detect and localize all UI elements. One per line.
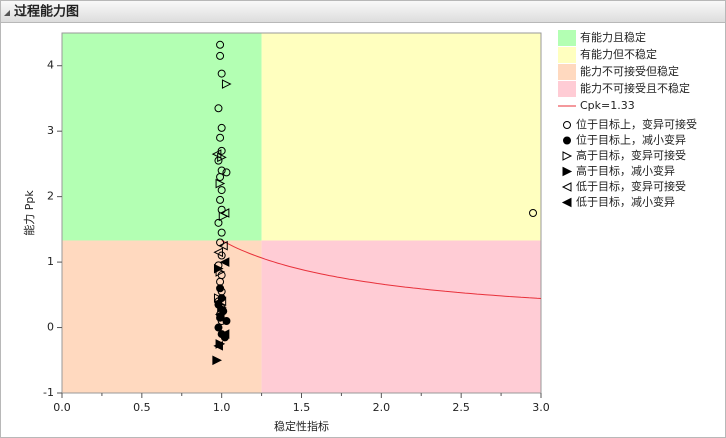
marker	[216, 133, 225, 142]
region	[261, 240, 541, 393]
legend-label: 有能力但不稳定	[580, 47, 657, 61]
x-tick-label: 0.0	[53, 401, 71, 414]
legend-label: 位于目标上，减小变异	[576, 133, 686, 147]
marker	[219, 208, 230, 218]
y-tick-label: 1	[47, 255, 54, 268]
legend-marker	[562, 151, 573, 161]
y-axis-label: 能力 Ppk	[22, 190, 36, 236]
region	[62, 33, 262, 241]
region	[261, 33, 541, 241]
marker	[213, 263, 224, 274]
x-tick-label: 3.0	[532, 401, 550, 414]
marker	[212, 355, 222, 366]
marker	[217, 146, 226, 155]
legend-label: 高于目标，变异可接受	[576, 148, 686, 162]
x-axis-label: 稳定性指标	[274, 419, 329, 433]
marker	[213, 341, 223, 351]
marker	[222, 168, 231, 177]
legend-marker	[562, 166, 573, 177]
marker	[216, 40, 225, 49]
marker	[217, 152, 227, 163]
legend-label: 高于目标，减小变异	[576, 164, 675, 178]
marker	[215, 178, 226, 189]
marker	[213, 247, 223, 258]
marker	[211, 149, 222, 159]
legend-label: Cpk=1.33	[580, 99, 635, 112]
reference-curve	[221, 240, 542, 299]
marker	[214, 309, 225, 320]
legend-label: 能力不可接受但稳定	[580, 64, 679, 78]
x-tick-label: 1.5	[293, 401, 311, 414]
marker	[217, 228, 226, 237]
legend-swatch	[558, 64, 576, 80]
marker	[214, 323, 223, 332]
y-tick-label: 0	[47, 321, 54, 334]
marker	[217, 69, 226, 78]
y-tick-label: -1	[43, 386, 54, 399]
header-title: 过程能力图	[14, 4, 79, 20]
legend-label: 有能力且稳定	[580, 30, 646, 44]
legend-marker	[561, 182, 572, 192]
marker	[216, 195, 225, 204]
marker	[216, 173, 225, 181]
collapse-icon[interactable]	[4, 10, 10, 16]
header-bar	[0, 0, 726, 23]
marker	[217, 186, 226, 195]
legend-marker	[563, 121, 571, 129]
marker	[214, 218, 223, 227]
region	[62, 240, 262, 393]
legend-label: 低于目标，减小变异	[576, 195, 675, 209]
marker	[222, 317, 231, 325]
marker	[221, 79, 232, 89]
x-tick-label: 0.5	[133, 401, 151, 414]
marker	[216, 51, 225, 60]
y-tick-label: 3	[47, 124, 54, 137]
legend-marker	[563, 136, 571, 145]
marker	[213, 293, 224, 303]
marker	[216, 284, 225, 293]
marker	[217, 251, 226, 260]
marker	[214, 104, 223, 113]
x-tick-label: 2.5	[452, 401, 470, 414]
marker	[217, 303, 227, 313]
y-tick-label: 4	[47, 59, 54, 72]
y-tick-label: 2	[47, 190, 54, 203]
legend-label: 位于目标上，变异可接受	[576, 117, 697, 131]
marker	[529, 209, 538, 217]
marker	[219, 329, 230, 339]
legend-swatch	[558, 47, 576, 63]
marker	[216, 296, 227, 307]
legend-swatch	[558, 30, 576, 46]
legend-swatch	[558, 81, 576, 97]
legend-label: 低于目标，变异可接受	[576, 179, 686, 193]
x-tick-label: 1.0	[213, 401, 231, 414]
x-tick-label: 2.0	[373, 401, 391, 414]
legend-label: 能力不可接受且不稳定	[580, 81, 690, 95]
marker	[218, 240, 228, 251]
marker	[219, 257, 230, 267]
marker	[217, 123, 226, 132]
legend-marker	[561, 197, 572, 208]
